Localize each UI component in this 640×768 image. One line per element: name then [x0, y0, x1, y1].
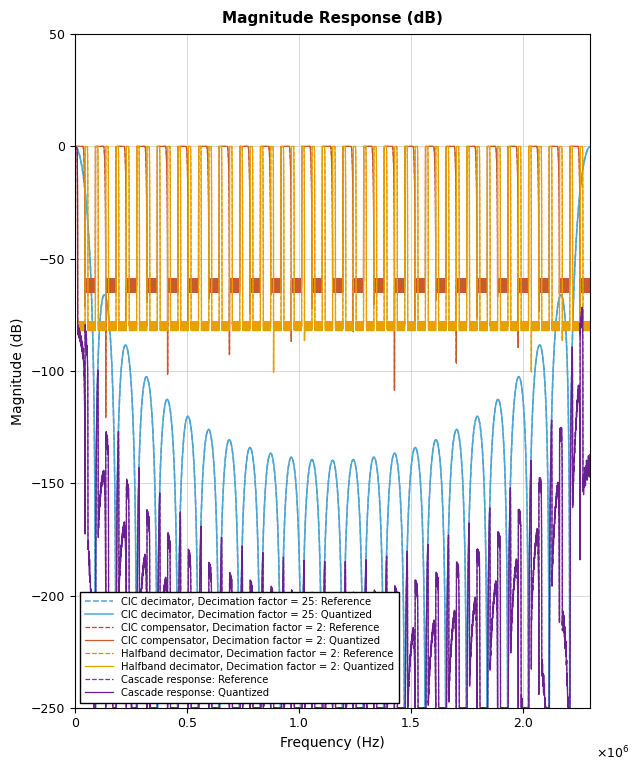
Halfband decimator, Decimation factor = 2: Quantized: (1.47e+06, 0): Quantized: (1.47e+06, 0) — [402, 142, 410, 151]
Cascade response: Quantized: (8.48e+04, -250): Quantized: (8.48e+04, -250) — [90, 703, 98, 713]
Cascade response: Quantized: (1.47e+06, -235): Quantized: (1.47e+06, -235) — [402, 669, 410, 678]
CIC decimator, Decimation factor = 25: Quantized: (2.3e+06, -0.000166): Quantized: (2.3e+06, -0.000166) — [586, 142, 594, 151]
CIC decimator, Decimation factor = 25: Reference: (1.97e+06, -104): Reference: (1.97e+06, -104) — [513, 375, 521, 384]
Line: CIC decimator, Decimation factor = 25: Quantized: CIC decimator, Decimation factor = 25: Q… — [75, 147, 590, 768]
CIC decimator, Decimation factor = 25: Quantized: (1.84e+06, -194): Quantized: (1.84e+06, -194) — [484, 578, 492, 588]
CIC compensator, Decimation factor = 2: Reference: (2.89e+05, 0.00959): Reference: (2.89e+05, 0.00959) — [136, 142, 143, 151]
Halfband decimator, Decimation factor = 2: Reference: (1.4e+06, -80): Reference: (1.4e+06, -80) — [386, 322, 394, 331]
Halfband decimator, Decimation factor = 2: Quantized: (6.8e+05, -81): Quantized: (6.8e+05, -81) — [223, 324, 231, 333]
Halfband decimator, Decimation factor = 2: Reference: (2.3e+06, -80): Reference: (2.3e+06, -80) — [586, 322, 594, 331]
Cascade response: Quantized: (2.89e+05, -212): Quantized: (2.89e+05, -212) — [136, 618, 143, 627]
CIC decimator, Decimation factor = 25: Reference: (2.3e+06, -0.000166): Reference: (2.3e+06, -0.000166) — [586, 142, 594, 151]
CIC decimator, Decimation factor = 25: Quantized: (1.4e+06, -150): Quantized: (1.4e+06, -150) — [386, 478, 394, 487]
CIC compensator, Decimation factor = 2: Quantized: (6.8e+05, 0.07): Quantized: (6.8e+05, 0.07) — [223, 142, 231, 151]
CIC decimator, Decimation factor = 25: Reference: (1.4e+06, -150): Reference: (1.4e+06, -150) — [386, 478, 394, 487]
Line: CIC decimator, Decimation factor = 25: Reference: CIC decimator, Decimation factor = 25: R… — [75, 147, 590, 768]
Line: Cascade response: Quantized: Cascade response: Quantized — [75, 147, 590, 708]
CIC decimator, Decimation factor = 25: Reference: (0, 0): Reference: (0, 0) — [71, 142, 79, 151]
Halfband decimator, Decimation factor = 2: Quantized: (8.87e+05, -101): Quantized: (8.87e+05, -101) — [269, 368, 277, 377]
Cascade response: Reference: (1.84e+06, -194): Reference: (1.84e+06, -194) — [484, 578, 492, 588]
CIC compensator, Decimation factor = 2: Quantized: (2.89e+05, 0.00959): Quantized: (2.89e+05, 0.00959) — [136, 142, 143, 151]
CIC decimator, Decimation factor = 25: Quantized: (1.97e+06, -104): Quantized: (1.97e+06, -104) — [513, 375, 521, 384]
CIC compensator, Decimation factor = 2: Reference: (0, 0): Reference: (0, 0) — [71, 142, 79, 151]
CIC compensator, Decimation factor = 2: Quantized: (2.3e+06, -62.9): Quantized: (2.3e+06, -62.9) — [586, 283, 594, 293]
CIC compensator, Decimation factor = 2: Reference: (1.48e+06, 0.000527): Reference: (1.48e+06, 0.000527) — [402, 142, 410, 151]
Cascade response: Quantized: (6.8e+05, -213): Quantized: (6.8e+05, -213) — [223, 620, 231, 629]
CIC compensator, Decimation factor = 2: Reference: (2.3e+06, -62): Reference: (2.3e+06, -62) — [586, 281, 594, 290]
Cascade response: Quantized: (2.3e+06, -145): Quantized: (2.3e+06, -145) — [586, 467, 594, 476]
Halfband decimator, Decimation factor = 2: Reference: (6.8e+05, -80): Reference: (6.8e+05, -80) — [223, 322, 231, 331]
CIC compensator, Decimation factor = 2: Quantized: (1.97e+06, -5.73): Quantized: (1.97e+06, -5.73) — [513, 154, 521, 164]
Cascade response: Reference: (6.8e+05, -213): Reference: (6.8e+05, -213) — [223, 620, 231, 629]
CIC compensator, Decimation factor = 2: Quantized: (1.4e+06, 0.0336): Quantized: (1.4e+06, 0.0336) — [386, 142, 394, 151]
CIC compensator, Decimation factor = 2: Reference: (1.4e+06, 0.0336): Reference: (1.4e+06, 0.0336) — [386, 142, 394, 151]
Cascade response: Quantized: (0, 0): Quantized: (0, 0) — [71, 142, 79, 151]
Cascade response: Quantized: (1.4e+06, -229): Quantized: (1.4e+06, -229) — [386, 655, 394, 664]
CIC decimator, Decimation factor = 25: Reference: (6.8e+05, -133): Reference: (6.8e+05, -133) — [223, 440, 231, 449]
Halfband decimator, Decimation factor = 2: Quantized: (2.3e+06, -82): Quantized: (2.3e+06, -82) — [586, 326, 594, 335]
Cascade response: Reference: (2.89e+05, -214): Reference: (2.89e+05, -214) — [136, 622, 143, 631]
Halfband decimator, Decimation factor = 2: Reference: (2.89e+05, -80): Reference: (2.89e+05, -80) — [136, 322, 143, 331]
CIC compensator, Decimation factor = 2: Reference: (4.97e+05, 0.0732): Reference: (4.97e+05, 0.0732) — [182, 142, 190, 151]
CIC decimator, Decimation factor = 25: Reference: (1.84e+06, -194): Reference: (1.84e+06, -194) — [484, 578, 492, 588]
CIC compensator, Decimation factor = 2: Quantized: (1.85e+06, 0.00136): Quantized: (1.85e+06, 0.00136) — [484, 142, 492, 151]
Halfband decimator, Decimation factor = 2: Quantized: (2.89e+05, -79): Quantized: (2.89e+05, -79) — [136, 319, 143, 329]
Text: $\times10^6$: $\times10^6$ — [596, 745, 629, 761]
Cascade response: Reference: (2.3e+06, -142): Reference: (2.3e+06, -142) — [586, 461, 594, 470]
Halfband decimator, Decimation factor = 2: Quantized: (1.4e+06, -79): Quantized: (1.4e+06, -79) — [386, 319, 394, 329]
CIC compensator, Decimation factor = 2: Quantized: (0, 0): Quantized: (0, 0) — [71, 142, 79, 151]
Line: Halfband decimator, Decimation factor = 2: Reference: Halfband decimator, Decimation factor = … — [75, 147, 590, 372]
CIC decimator, Decimation factor = 25: Reference: (1.47e+06, -235): Reference: (1.47e+06, -235) — [402, 669, 410, 678]
Halfband decimator, Decimation factor = 2: Quantized: (0, 0): Quantized: (0, 0) — [71, 142, 79, 151]
Line: Halfband decimator, Decimation factor = 2: Quantized: Halfband decimator, Decimation factor = … — [75, 147, 590, 372]
Halfband decimator, Decimation factor = 2: Reference: (0, 0): Reference: (0, 0) — [71, 142, 79, 151]
CIC decimator, Decimation factor = 25: Quantized: (6.8e+05, -133): Quantized: (6.8e+05, -133) — [223, 440, 231, 449]
Y-axis label: Magnitude (dB): Magnitude (dB) — [11, 317, 25, 425]
Halfband decimator, Decimation factor = 2: Reference: (1.97e+06, -80): Reference: (1.97e+06, -80) — [513, 322, 521, 331]
Cascade response: Reference: (1.47e+06, -235): Reference: (1.47e+06, -235) — [402, 669, 410, 678]
Title: Magnitude Response (dB): Magnitude Response (dB) — [222, 11, 443, 26]
Halfband decimator, Decimation factor = 2: Reference: (8.87e+05, -101): Reference: (8.87e+05, -101) — [269, 368, 277, 377]
CIC compensator, Decimation factor = 2: Reference: (1.97e+06, -5.73): Reference: (1.97e+06, -5.73) — [513, 154, 521, 164]
Line: Cascade response: Reference: Cascade response: Reference — [75, 147, 590, 708]
X-axis label: Frequency (Hz): Frequency (Hz) — [280, 736, 385, 750]
Halfband decimator, Decimation factor = 2: Quantized: (1.97e+06, -80): Quantized: (1.97e+06, -80) — [513, 322, 521, 331]
Cascade response: Reference: (1.97e+06, -189): Reference: (1.97e+06, -189) — [513, 567, 521, 576]
CIC compensator, Decimation factor = 2: Quantized: (1.38e+05, -121): Quantized: (1.38e+05, -121) — [102, 412, 109, 422]
CIC decimator, Decimation factor = 25: Quantized: (2.89e+05, -134): Quantized: (2.89e+05, -134) — [136, 443, 143, 452]
Cascade response: Quantized: (1.84e+06, -194): Quantized: (1.84e+06, -194) — [484, 578, 492, 588]
Cascade response: Quantized: (1.97e+06, -189): Quantized: (1.97e+06, -189) — [513, 567, 521, 576]
CIC compensator, Decimation factor = 2: Quantized: (4.97e+05, 0.0732): Quantized: (4.97e+05, 0.0732) — [182, 142, 190, 151]
Legend: CIC decimator, Decimation factor = 25: Reference, CIC decimator, Decimation fact: CIC decimator, Decimation factor = 25: R… — [80, 592, 399, 703]
Line: CIC compensator, Decimation factor = 2: Quantized: CIC compensator, Decimation factor = 2: … — [75, 147, 590, 417]
CIC decimator, Decimation factor = 25: Reference: (2.89e+05, -134): Reference: (2.89e+05, -134) — [136, 443, 143, 452]
Cascade response: Reference: (1.4e+06, -230): Reference: (1.4e+06, -230) — [386, 657, 394, 667]
Halfband decimator, Decimation factor = 2: Reference: (1.84e+06, 0): Reference: (1.84e+06, 0) — [484, 142, 492, 151]
CIC decimator, Decimation factor = 25: Quantized: (1.47e+06, -235): Quantized: (1.47e+06, -235) — [402, 669, 410, 678]
Halfband decimator, Decimation factor = 2: Quantized: (1.84e+06, 0): Quantized: (1.84e+06, 0) — [484, 142, 492, 151]
CIC decimator, Decimation factor = 25: Quantized: (0, 0): Quantized: (0, 0) — [71, 142, 79, 151]
Halfband decimator, Decimation factor = 2: Reference: (1.47e+06, 0): Reference: (1.47e+06, 0) — [402, 142, 410, 151]
Line: CIC compensator, Decimation factor = 2: Reference: CIC compensator, Decimation factor = 2: … — [75, 147, 590, 417]
CIC compensator, Decimation factor = 2: Reference: (6.8e+05, 0.07): Reference: (6.8e+05, 0.07) — [223, 142, 231, 151]
Cascade response: Reference: (0, 0): Reference: (0, 0) — [71, 142, 79, 151]
CIC compensator, Decimation factor = 2: Quantized: (1.48e+06, 0.000527): Quantized: (1.48e+06, 0.000527) — [402, 142, 410, 151]
Cascade response: Reference: (8.49e+04, -250): Reference: (8.49e+04, -250) — [90, 703, 98, 713]
CIC compensator, Decimation factor = 2: Reference: (1.85e+06, 0.00136): Reference: (1.85e+06, 0.00136) — [484, 142, 492, 151]
CIC compensator, Decimation factor = 2: Reference: (1.38e+05, -121): Reference: (1.38e+05, -121) — [102, 412, 109, 422]
